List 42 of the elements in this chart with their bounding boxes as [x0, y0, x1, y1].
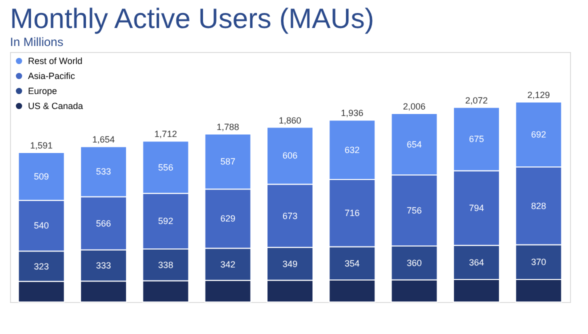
- chart-title: Monthly Active Users (MAUs): [10, 3, 374, 34]
- data-label: 673: [282, 210, 298, 221]
- total-label: 2,072: [465, 95, 488, 106]
- data-label: 370: [531, 257, 546, 268]
- data-label: 692: [531, 130, 546, 140]
- total-label: 1,936: [340, 108, 364, 118]
- total-label: 2,129: [527, 90, 550, 100]
- data-label: 632: [344, 144, 360, 155]
- total-label: 1,654: [92, 134, 115, 145]
- legend-label: US & Canada: [28, 101, 84, 111]
- data-label: 509: [34, 171, 49, 182]
- legend-label: Europe: [28, 86, 58, 96]
- data-label: 533: [96, 166, 112, 177]
- data-label: 323: [34, 261, 49, 272]
- total-label: 1,591: [30, 140, 53, 151]
- data-label: 675: [468, 134, 484, 144]
- data-label: 794: [468, 203, 484, 214]
- data-label: 587: [220, 156, 236, 167]
- data-label: 364: [468, 257, 484, 268]
- data-label: 354: [344, 258, 360, 268]
- data-label: 540: [34, 220, 49, 231]
- data-label: 360: [406, 258, 422, 268]
- chart-subtitle: In Millions: [10, 35, 64, 49]
- total-label: 2,006: [403, 102, 426, 112]
- legend-label: Rest of World: [28, 56, 82, 66]
- data-label: 828: [531, 200, 546, 211]
- data-label: 606: [282, 150, 298, 161]
- data-label: 338: [158, 260, 174, 270]
- legend-label: Asia-Pacific: [28, 71, 76, 81]
- data-label: 556: [158, 162, 174, 172]
- data-label: 566: [96, 218, 112, 228]
- total-label: 1,860: [278, 115, 302, 126]
- data-label: 349: [282, 258, 298, 269]
- total-label: 1,788: [216, 122, 240, 132]
- data-label: 756: [406, 206, 422, 216]
- data-label: 654: [406, 139, 422, 150]
- data-label: 333: [96, 260, 112, 271]
- data-label: 716: [344, 208, 360, 218]
- total-label: 1,712: [154, 129, 177, 140]
- data-label: 592: [158, 216, 174, 226]
- data-label: 342: [220, 259, 236, 270]
- data-label: 629: [220, 214, 236, 224]
